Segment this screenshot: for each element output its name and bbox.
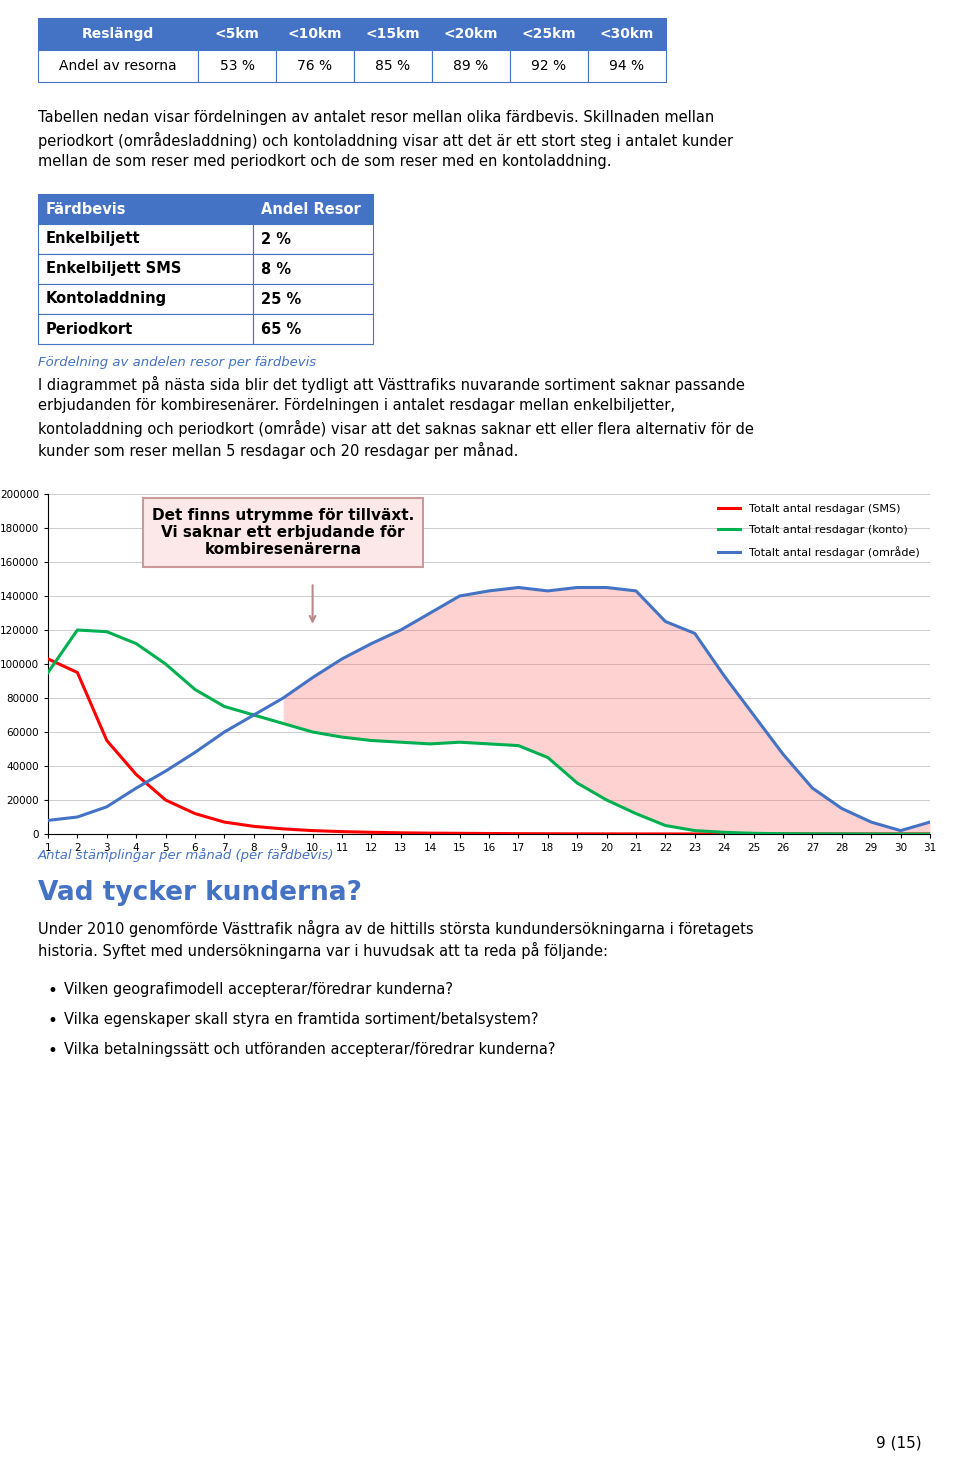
Text: 2 %: 2 %	[261, 231, 291, 246]
Text: Under 2010 genomförde Västtrafik några av de hittills största kundundersökningar: Under 2010 genomförde Västtrafik några a…	[38, 919, 754, 937]
Bar	[38, 313, 253, 344]
Bar	[588, 50, 666, 82]
Bar	[354, 18, 432, 50]
Text: •: •	[48, 1012, 58, 1031]
Text: Vilken geografimodell accepterar/föredrar kunderna?: Vilken geografimodell accepterar/föredra…	[64, 982, 453, 997]
Bar	[432, 50, 510, 82]
Legend: Totalt antal resdagar (SMS), Totalt antal resdagar (konto), Totalt antal resdaga: Totalt antal resdagar (SMS), Totalt anta…	[713, 499, 924, 562]
Text: •: •	[48, 982, 58, 1000]
Text: <10km: <10km	[288, 26, 343, 41]
Text: Fördelning av andelen resor per färdbevis: Fördelning av andelen resor per färdbevi…	[38, 356, 316, 369]
Text: 8 %: 8 %	[261, 262, 291, 277]
Text: Antal stämplingar per månad (per färdbevis): Antal stämplingar per månad (per färdbev…	[38, 848, 334, 862]
Text: Kontoladdning: Kontoladdning	[46, 291, 167, 306]
Text: kunder som reser mellan 5 resdagar och 20 resdagar per månad.: kunder som reser mellan 5 resdagar och 2…	[38, 442, 518, 460]
Text: periodkort (områdesladdning) och kontoladdning visar att det är ett stort steg i: periodkort (områdesladdning) och kontola…	[38, 132, 733, 149]
Bar	[354, 50, 432, 82]
Text: erbjudanden för kombiresenärer. Fördelningen i antalet resdagar mellan enkelbilj: erbjudanden för kombiresenärer. Fördelni…	[38, 398, 675, 413]
Text: Vilka betalningssätt och utföranden accepterar/föredrar kunderna?: Vilka betalningssätt och utföranden acce…	[64, 1042, 556, 1057]
Text: <30km: <30km	[600, 26, 654, 41]
Text: Periodkort: Periodkort	[46, 322, 133, 337]
Bar	[38, 284, 253, 313]
Text: historia. Syftet med undersökningarna var i huvudsak att ta reda på följande:: historia. Syftet med undersökningarna va…	[38, 941, 608, 959]
Text: Vilka egenskaper skall styra en framtida sortiment/betalsystem?: Vilka egenskaper skall styra en framtida…	[64, 1012, 539, 1028]
Text: Vad tycker kunderna?: Vad tycker kunderna?	[38, 880, 362, 906]
Bar	[276, 50, 354, 82]
Text: 9 (15): 9 (15)	[876, 1436, 922, 1451]
Text: Andel Resor: Andel Resor	[261, 202, 361, 217]
Bar	[38, 18, 198, 50]
Bar	[253, 224, 373, 253]
Text: Reslängd: Reslängd	[82, 26, 155, 41]
Bar	[253, 313, 373, 344]
Text: <5km: <5km	[215, 26, 259, 41]
Text: 76 %: 76 %	[298, 59, 332, 73]
Bar	[510, 18, 588, 50]
Bar	[38, 224, 253, 253]
Text: 53 %: 53 %	[220, 59, 254, 73]
Bar	[588, 18, 666, 50]
Bar	[253, 284, 373, 313]
Bar	[198, 50, 276, 82]
Text: 65 %: 65 %	[261, 322, 301, 337]
Text: 25 %: 25 %	[261, 291, 301, 306]
Bar	[253, 195, 373, 224]
Bar	[38, 253, 253, 284]
Text: mellan de som reser med periodkort och de som reser med en kontoladdning.: mellan de som reser med periodkort och d…	[38, 154, 612, 168]
Text: •: •	[48, 1042, 58, 1060]
Bar	[276, 18, 354, 50]
Text: Enkelbiljett: Enkelbiljett	[46, 231, 140, 246]
Text: 89 %: 89 %	[453, 59, 489, 73]
Bar	[38, 50, 198, 82]
Text: I diagrammet på nästa sida blir det tydligt att Västtrafiks nuvarande sortiment : I diagrammet på nästa sida blir det tydl…	[38, 376, 745, 392]
Bar	[253, 253, 373, 284]
Text: Enkelbiljett SMS: Enkelbiljett SMS	[46, 262, 181, 277]
Text: 92 %: 92 %	[532, 59, 566, 73]
Text: Tabellen nedan visar fördelningen av antalet resor mellan olika färdbevis. Skill: Tabellen nedan visar fördelningen av ant…	[38, 110, 714, 124]
Bar	[38, 195, 253, 224]
Text: <25km: <25km	[521, 26, 576, 41]
Bar	[432, 18, 510, 50]
Bar	[198, 18, 276, 50]
Text: kontoladdning och periodkort (område) visar att det saknas saknar ett eller fler: kontoladdning och periodkort (område) vi…	[38, 420, 754, 438]
Text: 85 %: 85 %	[375, 59, 411, 73]
Text: Färdbevis: Färdbevis	[46, 202, 127, 217]
Text: Det finns utrymme för tillväxt.
Vi saknar ett erbjudande för
kombiresenärerna: Det finns utrymme för tillväxt. Vi sakna…	[152, 508, 415, 558]
Bar	[510, 50, 588, 82]
Text: Andel av resorna: Andel av resorna	[60, 59, 177, 73]
Text: <15km: <15km	[366, 26, 420, 41]
Text: <20km: <20km	[444, 26, 498, 41]
Text: 94 %: 94 %	[610, 59, 644, 73]
